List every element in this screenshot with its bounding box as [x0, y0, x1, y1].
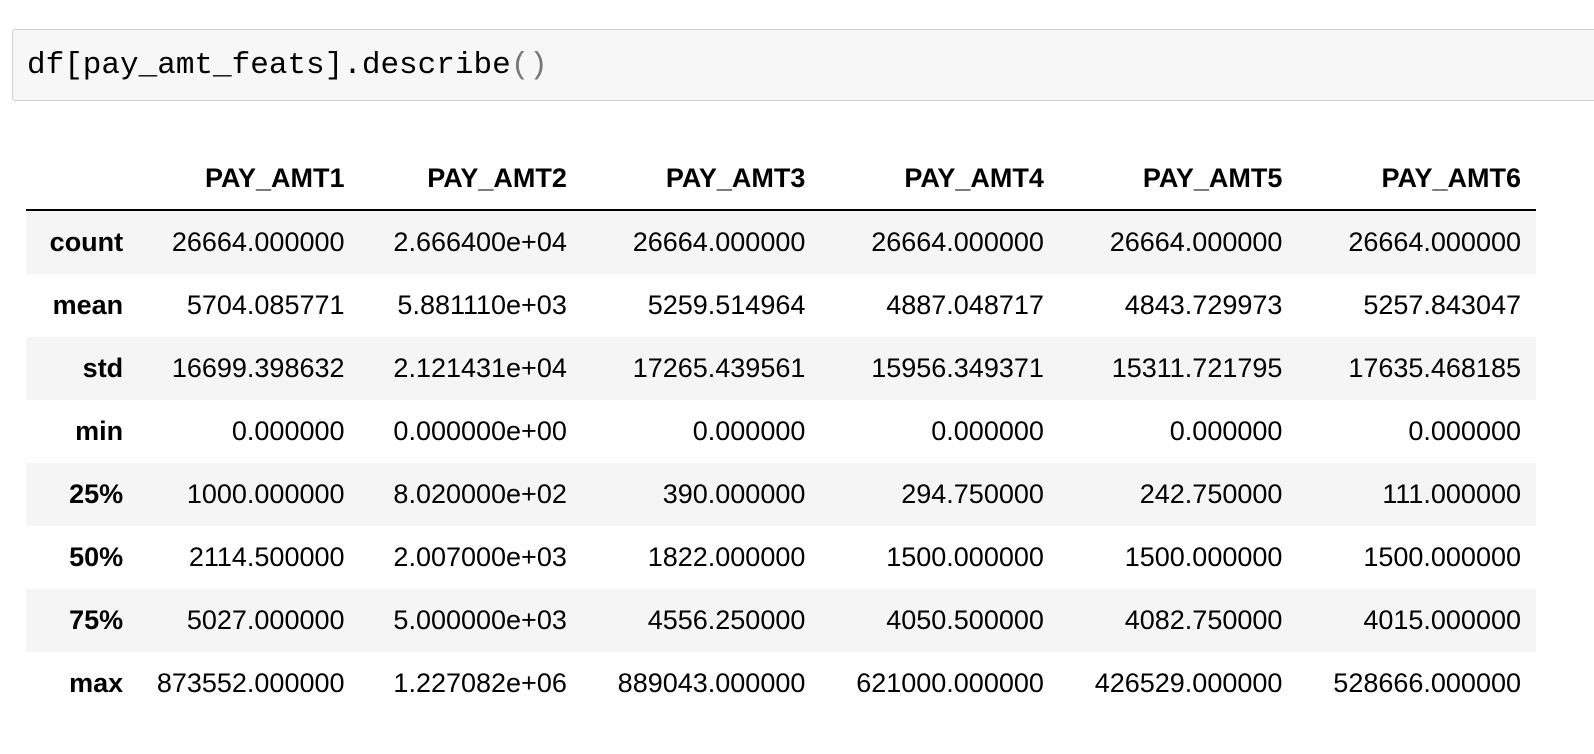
table-cell: 0.000000 — [231, 416, 345, 446]
row-label: max — [69, 668, 124, 698]
table-cell: 2114.500000 — [188, 542, 345, 572]
table-cell: 4556.250000 — [647, 605, 806, 635]
table-row: 25% 1000.000000 8.020000e+02 390.000000 294.… — [26, 463, 1536, 526]
column-header: PAY_AMT4 — [820, 148, 1059, 211]
table-cell: 4050.500000 — [886, 605, 1044, 635]
header-row: PAY_AMT1 PAY_AMT2 PAY_AMT3 PAY_AMT4 PAY_AMT5… — [26, 148, 1536, 211]
column-header: PAY_AMT1 — [137, 148, 360, 211]
table-cell: 889043.000000 — [617, 668, 806, 698]
table-cell: 4082.750000 — [1124, 605, 1283, 635]
table-cell: 5.881110e+03 — [397, 290, 567, 320]
table-row: mean 5704.085771 5.881110e+03 5259.514964 48… — [26, 274, 1536, 337]
table-cell: 26664.000000 — [171, 227, 345, 257]
code-expression: df[pay_amt_feats].describe — [27, 48, 511, 83]
table-body: count 26664.000000 2.666400e+04 26664.00000… — [26, 210, 1536, 715]
row-label: count — [49, 227, 124, 257]
table-cell: 294.750000 — [901, 479, 1044, 509]
code-open-paren: ( — [510, 48, 530, 83]
table-cell: 15956.349371 — [871, 353, 1044, 383]
table-cell: 426529.000000 — [1094, 668, 1283, 698]
table-cell: 111.000000 — [1382, 479, 1521, 509]
table-cell: 0.000000e+00 — [393, 416, 567, 446]
table-cell: 5259.514964 — [647, 290, 806, 320]
table-cell: 0.000000 — [931, 416, 1044, 446]
table-cell: 4887.048717 — [886, 290, 1044, 320]
table-cell: 1822.000000 — [647, 542, 806, 572]
table-cell: 528666.000000 — [1333, 668, 1521, 698]
row-label: 75% — [69, 605, 124, 635]
code-input-cell[interactable]: df[pay_amt_feats].describe() — [12, 29, 1594, 101]
row-label: 50% — [69, 542, 124, 572]
table-cell: 5704.085771 — [186, 290, 345, 320]
table-cell: 8.020000e+02 — [393, 479, 567, 509]
table-cell: 242.750000 — [1139, 479, 1283, 509]
table-header: PAY_AMT1 PAY_AMT2 PAY_AMT3 PAY_AMT4 PAY_AMT5… — [26, 148, 1536, 211]
table-cell: 17265.439561 — [632, 353, 806, 383]
table-cell: 873552.000000 — [156, 668, 345, 698]
table-row: std 16699.398632 2.121431e+04 17265.439561 1… — [26, 337, 1536, 400]
row-label: 25% — [69, 479, 124, 509]
table-cell: 4843.729973 — [1124, 290, 1283, 320]
table-cell: 26664.000000 — [1348, 227, 1521, 257]
table-row: 50% 2114.500000 2.007000e+03 1822.000000 150… — [26, 526, 1536, 589]
table-cell: 621000.000000 — [856, 668, 1044, 698]
table-cell: 0.000000 — [1408, 416, 1521, 446]
column-header: PAY_AMT2 — [359, 148, 582, 211]
table-cell: 17635.468185 — [1348, 353, 1521, 383]
table-cell: 1000.000000 — [186, 479, 345, 509]
table-cell: 26664.000000 — [871, 227, 1044, 257]
table-cell: 5027.000000 — [186, 605, 345, 635]
table-cell: 2.666400e+04 — [393, 227, 567, 257]
index-header — [26, 148, 138, 211]
table-cell: 1.227082e+06 — [393, 668, 567, 698]
table-cell: 2.007000e+03 — [393, 542, 567, 572]
table-cell: 26664.000000 — [632, 227, 806, 257]
table-cell: 1500.000000 — [886, 542, 1044, 572]
table-cell: 0.000000 — [692, 416, 806, 446]
table-cell: 1500.000000 — [1124, 542, 1283, 572]
table-row: min 0.000000 0.000000e+00 0.000000 0.000000 0… — [26, 400, 1536, 463]
code-text: df[pay_amt_feats].describe() — [27, 46, 548, 86]
table-cell: 16699.398632 — [171, 353, 345, 383]
column-header: PAY_AMT5 — [1058, 148, 1298, 211]
table-row: count 26664.000000 2.666400e+04 26664.00000… — [26, 210, 1536, 274]
describe-table: PAY_AMT1 PAY_AMT2 PAY_AMT3 PAY_AMT4 PAY_AMT5… — [26, 148, 1536, 715]
output-area: PAY_AMT1 PAY_AMT2 PAY_AMT3 PAY_AMT4 PAY_AMT5… — [26, 148, 1536, 715]
column-header: PAY_AMT3 — [581, 148, 821, 211]
table-cell: 4015.000000 — [1363, 605, 1521, 635]
table-cell: 390.000000 — [662, 479, 806, 509]
row-label: std — [82, 353, 124, 383]
code-close-paren: ) — [529, 48, 548, 83]
table-row: 75% 5027.000000 5.000000e+03 4556.250000 405… — [26, 589, 1536, 652]
table-cell: 0.000000 — [1169, 416, 1283, 446]
table-cell: 26664.000000 — [1109, 227, 1283, 257]
column-header: PAY_AMT6 — [1297, 148, 1536, 211]
table-row: max 873552.000000 1.227082e+06 889043.00000… — [26, 652, 1536, 715]
table-cell: 5257.843047 — [1363, 290, 1521, 320]
table-cell: 15311.721795 — [1111, 353, 1283, 383]
row-label: mean — [52, 290, 124, 320]
table-cell: 5.000000e+03 — [393, 605, 567, 635]
row-label: min — [75, 416, 124, 446]
table-cell: 1500.000000 — [1363, 542, 1521, 572]
table-cell: 2.121431e+04 — [393, 353, 567, 383]
